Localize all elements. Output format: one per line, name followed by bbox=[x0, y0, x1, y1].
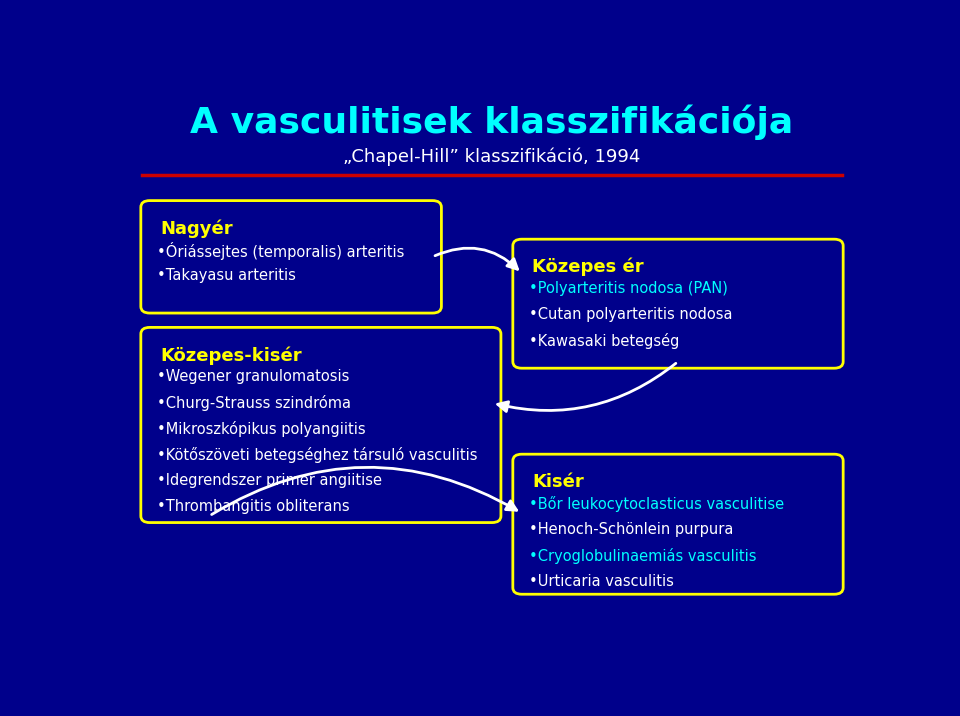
Text: •Takayasu arteritis: •Takayasu arteritis bbox=[157, 268, 296, 284]
Text: •Kawasaki betegség: •Kawasaki betegség bbox=[529, 333, 680, 349]
FancyBboxPatch shape bbox=[141, 200, 442, 313]
FancyArrowPatch shape bbox=[435, 248, 517, 269]
Text: •Polyarteritis nodosa (PAN): •Polyarteritis nodosa (PAN) bbox=[529, 281, 728, 296]
FancyArrowPatch shape bbox=[211, 468, 516, 515]
Text: •Mikroszkópikus polyangiitis: •Mikroszkópikus polyangiitis bbox=[157, 421, 366, 437]
FancyBboxPatch shape bbox=[141, 327, 501, 523]
Text: „Chapel-Hill” klasszifikáció, 1994: „Chapel-Hill” klasszifikáció, 1994 bbox=[344, 147, 640, 165]
Text: •Wegener granulomatosis: •Wegener granulomatosis bbox=[157, 369, 349, 384]
Text: Kisér: Kisér bbox=[532, 473, 584, 491]
FancyBboxPatch shape bbox=[513, 239, 843, 368]
Text: •Bőr leukocytoclasticus vasculitise: •Bőr leukocytoclasticus vasculitise bbox=[529, 496, 784, 512]
Text: Nagyér: Nagyér bbox=[160, 219, 233, 238]
Text: •Cryoglobulinaemiás vasculitis: •Cryoglobulinaemiás vasculitis bbox=[529, 548, 756, 564]
Text: •Kötőszöveti betegséghez társuló vasculitis: •Kötőszöveti betegséghez társuló vasculi… bbox=[157, 447, 478, 463]
Text: Közepes-kisér: Közepes-kisér bbox=[160, 346, 301, 364]
Text: •Cutan polyarteritis nodosa: •Cutan polyarteritis nodosa bbox=[529, 307, 732, 322]
FancyArrowPatch shape bbox=[497, 363, 676, 412]
Text: •Idegrendszer primer angiitise: •Idegrendszer primer angiitise bbox=[157, 473, 382, 488]
Text: •Urticaria vasculitis: •Urticaria vasculitis bbox=[529, 574, 674, 589]
Text: •Thrombangitis obliterans: •Thrombangitis obliterans bbox=[157, 499, 349, 514]
Text: •Henoch-Schönlein purpura: •Henoch-Schönlein purpura bbox=[529, 522, 733, 537]
FancyBboxPatch shape bbox=[513, 454, 843, 594]
Text: •Óriássejtes (temporalis) arteritis: •Óriássejtes (temporalis) arteritis bbox=[157, 243, 404, 261]
Text: •Churg-Strauss szindróma: •Churg-Strauss szindróma bbox=[157, 395, 351, 411]
Text: A vasculitisek klasszifikációja: A vasculitisek klasszifikációja bbox=[190, 104, 794, 140]
Text: Közepes ér: Közepes ér bbox=[532, 258, 644, 276]
